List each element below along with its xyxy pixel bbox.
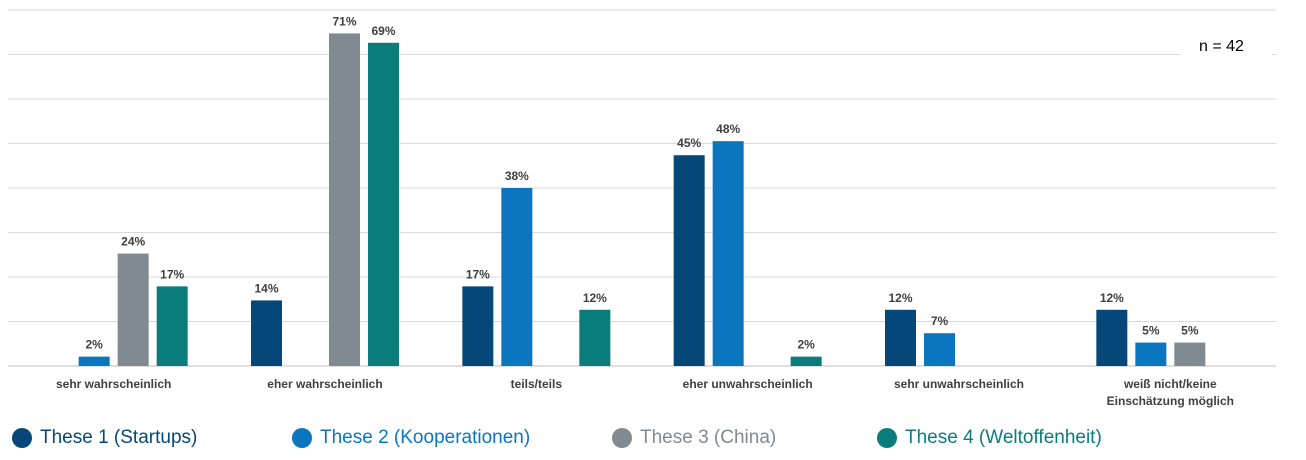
legend-marker (877, 428, 897, 448)
bar (579, 309, 611, 366)
legend-marker (612, 428, 632, 448)
bar (712, 141, 744, 366)
data-labels: 2% 24% 17% 14% 71% 69% 17% 38% 12% 45% 48% 2% 12% 7% 1… (85, 14, 1198, 351)
category-labels: sehr wahrscheinlich eher wahrscheinlich te… (56, 377, 1234, 408)
bar (1174, 342, 1206, 366)
bar (251, 300, 282, 366)
data-label: 17% (466, 267, 490, 281)
legend-label: These 3 (China) (640, 427, 777, 448)
category-label: eher wahrscheinlich (267, 377, 382, 391)
bar (501, 188, 533, 366)
data-label: 5% (1181, 324, 1199, 338)
bar (117, 253, 149, 366)
data-label: 71% (332, 14, 356, 28)
category-label: sehr unwahrscheinlich (894, 377, 1024, 391)
bar (885, 309, 916, 366)
data-label: 17% (160, 267, 184, 281)
bar (1096, 309, 1128, 366)
gridlines (8, 9, 1276, 367)
data-label: 7% (931, 314, 949, 328)
legend-label: These 4 (Weltoffenheit) (905, 427, 1102, 448)
category-label: weiß nicht/keine Einschätzung möglich (1107, 377, 1234, 408)
legend-item: These 1 (Startups) (12, 427, 197, 449)
data-label: 2% (85, 338, 103, 352)
bar (462, 286, 494, 366)
data-label: 12% (583, 291, 607, 305)
category-label: sehr wahrscheinlich (56, 377, 171, 391)
bar (368, 42, 399, 366)
legend-marker (12, 428, 32, 448)
data-label: 45% (677, 136, 701, 150)
bar (673, 155, 705, 366)
legend-label: These 2 (Kooperationen) (320, 427, 531, 448)
data-label: 12% (888, 291, 912, 305)
legend: These 1 (Startups) These 2 (Kooperationen… (12, 427, 1292, 457)
legend-item: These 2 (Kooperationen) (292, 427, 530, 449)
category-label: teils/teils (511, 377, 563, 391)
sample-size-annotation: n = 42 (1199, 38, 1244, 55)
bar (329, 33, 360, 366)
annotation-background (1180, 26, 1272, 64)
bars (78, 33, 1206, 366)
legend-item: These 3 (China) (612, 427, 776, 449)
legend-item: These 4 (Weltoffenheit) (877, 427, 1102, 449)
bar (790, 356, 822, 366)
legend-label: These 1 (Startups) (40, 427, 198, 448)
data-label: 5% (1142, 324, 1160, 338)
legend-marker (292, 428, 312, 448)
bar-chart: 2% 24% 17% 14% 71% 69% 17% 38% 12% 45% 48% 2% 12% 7% 1… (8, 9, 1276, 408)
bar (156, 286, 188, 366)
data-label: 24% (121, 235, 145, 249)
data-label: 48% (716, 122, 740, 136)
data-label: 69% (371, 24, 395, 38)
data-label: 14% (254, 281, 278, 295)
data-label: 12% (1100, 291, 1124, 305)
category-label: eher unwahrscheinlich (683, 377, 813, 391)
bar (1135, 342, 1167, 366)
bar (78, 356, 110, 366)
data-label: 2% (797, 338, 815, 352)
bar (924, 333, 955, 366)
data-label: 38% (505, 169, 529, 183)
